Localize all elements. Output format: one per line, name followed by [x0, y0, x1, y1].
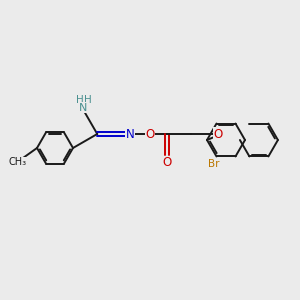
Text: O: O	[163, 157, 172, 169]
Text: H: H	[76, 95, 84, 105]
Text: O: O	[214, 128, 223, 140]
Text: Br: Br	[208, 160, 219, 170]
Text: N: N	[126, 128, 135, 140]
Text: CH₃: CH₃	[9, 157, 27, 167]
Text: N: N	[79, 103, 87, 113]
Text: H: H	[84, 95, 92, 105]
Text: O: O	[145, 128, 154, 140]
